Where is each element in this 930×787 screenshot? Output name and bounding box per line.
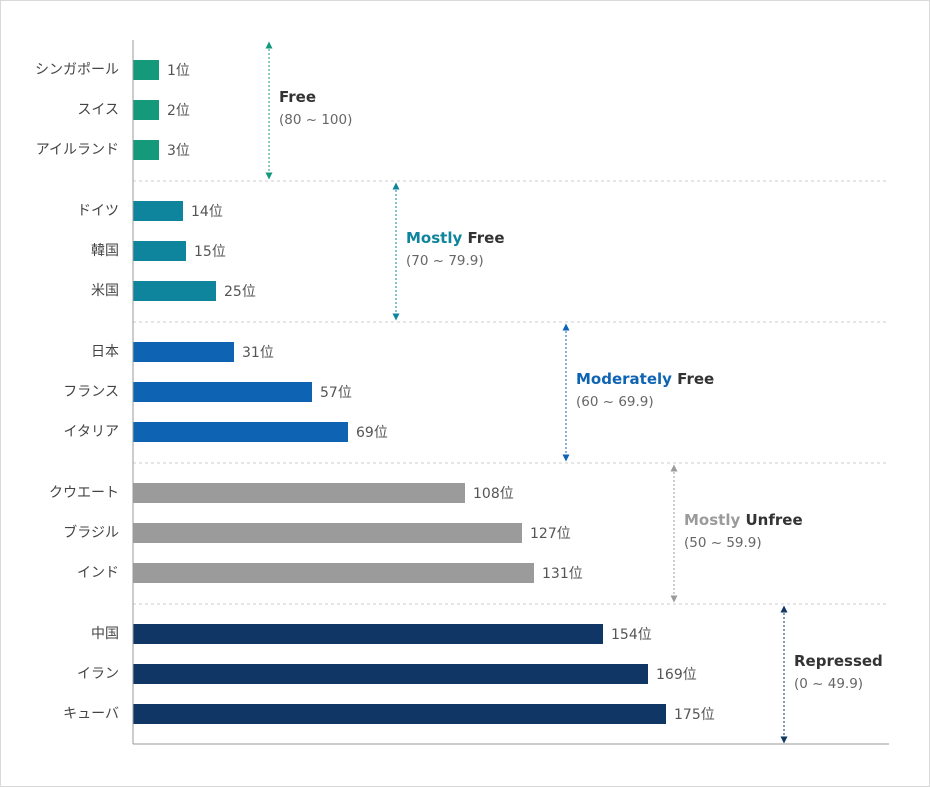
country-label: イタリア xyxy=(64,424,119,440)
country-label: イラン xyxy=(77,666,119,682)
bar-repressed xyxy=(133,704,666,724)
group-name-main: Free xyxy=(467,229,504,247)
country-label: ドイツ xyxy=(77,203,119,219)
rank-value-label: 57位 xyxy=(320,385,352,401)
bar-mostly_unfree xyxy=(133,523,522,543)
country-label: 日本 xyxy=(91,344,119,360)
rank-value-label: 169位 xyxy=(656,667,697,683)
bar-mostly_unfree xyxy=(133,483,465,503)
bar-mostly_free xyxy=(133,281,216,301)
group-range-label: (80 ~ 100) xyxy=(279,112,352,128)
group-name: Mostly Unfree xyxy=(684,511,803,529)
group-range-label: (50 ~ 59.9) xyxy=(684,535,762,551)
group-name: Moderately Free xyxy=(576,370,714,388)
bar-free xyxy=(133,100,159,120)
country-label: 中国 xyxy=(91,626,119,642)
rank-value-label: 15位 xyxy=(194,244,226,260)
country-label: アイルランド xyxy=(36,142,119,158)
rank-value-label: 108位 xyxy=(473,486,514,502)
rank-value-label: 25位 xyxy=(224,284,256,300)
group-range-label: (60 ~ 69.9) xyxy=(576,394,654,410)
bar-mostly_unfree xyxy=(133,563,534,583)
group-name-main: Free xyxy=(279,88,316,106)
country-label: インド xyxy=(77,565,119,581)
country-label: ブラジル xyxy=(63,524,119,541)
group-name: Free xyxy=(279,88,316,106)
rank-value-label: 14位 xyxy=(191,204,223,220)
rank-value-label: 31位 xyxy=(242,345,274,361)
group-range-label: (70 ~ 79.9) xyxy=(406,253,484,269)
bar-repressed xyxy=(133,664,648,684)
rank-value-label: 2位 xyxy=(167,103,190,119)
group-name-main: Unfree xyxy=(745,511,802,529)
bar-moderately_free xyxy=(133,342,234,362)
country-label: キューバ xyxy=(63,706,119,722)
rank-value-label: 3位 xyxy=(167,143,190,159)
country-label: 韓国 xyxy=(91,243,119,259)
group-name: Repressed xyxy=(794,652,883,670)
bar-moderately_free xyxy=(133,422,348,442)
group-name-prefix: Mostly xyxy=(406,229,467,247)
bar-mostly_free xyxy=(133,241,186,261)
rank-value-label: 69位 xyxy=(356,425,388,441)
group-name-main: Repressed xyxy=(794,652,883,670)
bar-mostly_free xyxy=(133,201,183,221)
group-name-prefix: Mostly xyxy=(684,511,745,529)
rank-value-label: 1位 xyxy=(167,63,190,79)
group-range-label: (0 ~ 49.9) xyxy=(794,676,863,692)
rank-value-label: 131位 xyxy=(542,566,583,582)
rank-value-label: 154位 xyxy=(611,627,652,643)
country-label: フランス xyxy=(63,384,119,400)
country-label: スイス xyxy=(77,102,119,118)
group-name-prefix: Moderately xyxy=(576,370,677,388)
bar-free xyxy=(133,60,159,80)
rank-value-label: 175位 xyxy=(674,707,715,723)
group-name: Mostly Free xyxy=(406,229,505,247)
group-name-main: Free xyxy=(677,370,714,388)
country-label: シンガポール xyxy=(35,62,119,78)
rank-value-label: 127位 xyxy=(530,526,571,542)
bar-repressed xyxy=(133,624,603,644)
country-label: クウエート xyxy=(49,485,119,501)
bar-free xyxy=(133,140,159,160)
country-label: 米国 xyxy=(91,283,119,299)
bar-moderately_free xyxy=(133,382,312,402)
